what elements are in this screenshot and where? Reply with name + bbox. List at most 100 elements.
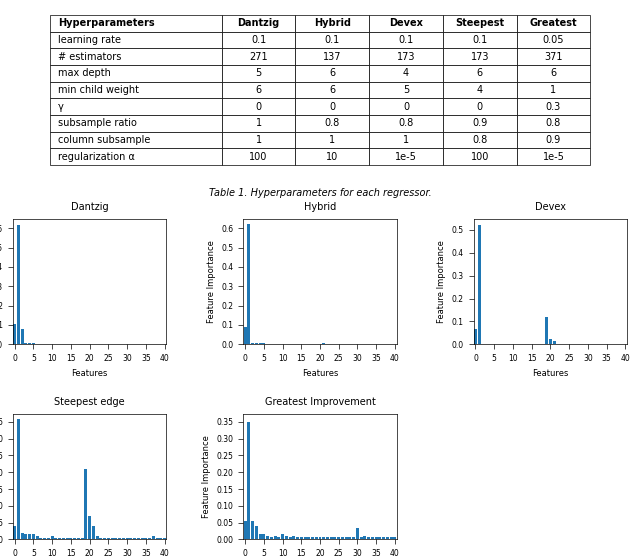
- Bar: [20, 533, 24, 539]
- Bar: [244, 521, 246, 539]
- Bar: [81, 538, 84, 539]
- Bar: [163, 538, 166, 539]
- Bar: [24, 534, 28, 539]
- Bar: [69, 538, 72, 539]
- Bar: [382, 537, 385, 539]
- Bar: [125, 538, 129, 539]
- Bar: [364, 536, 367, 539]
- Bar: [255, 526, 258, 539]
- Bar: [378, 537, 381, 539]
- Bar: [20, 329, 24, 344]
- X-axis label: Features: Features: [302, 369, 338, 378]
- Bar: [352, 537, 355, 539]
- Bar: [247, 422, 250, 539]
- Title: Hybrid: Hybrid: [304, 202, 336, 212]
- Title: Greatest Improvement: Greatest Improvement: [264, 397, 376, 407]
- Bar: [54, 538, 58, 539]
- Bar: [326, 537, 329, 539]
- Bar: [47, 538, 50, 539]
- Bar: [292, 536, 295, 539]
- Bar: [477, 225, 481, 344]
- Bar: [148, 538, 151, 539]
- Bar: [152, 536, 155, 539]
- Bar: [13, 526, 16, 539]
- Bar: [311, 537, 314, 539]
- Bar: [270, 537, 273, 539]
- Y-axis label: Feature Importance: Feature Importance: [437, 240, 446, 323]
- Bar: [77, 538, 80, 539]
- Bar: [553, 341, 556, 344]
- Bar: [474, 330, 477, 344]
- Bar: [92, 526, 95, 539]
- Y-axis label: Feature Importance: Feature Importance: [202, 435, 211, 518]
- Bar: [390, 537, 393, 539]
- Bar: [360, 537, 363, 539]
- Y-axis label: Feature Importance: Feature Importance: [207, 240, 216, 323]
- X-axis label: Features: Features: [532, 369, 568, 378]
- Bar: [259, 534, 262, 539]
- Bar: [333, 537, 337, 539]
- Bar: [277, 537, 280, 539]
- Bar: [266, 536, 269, 539]
- Bar: [303, 537, 307, 539]
- Bar: [141, 538, 143, 539]
- Bar: [285, 536, 288, 539]
- Bar: [262, 534, 266, 539]
- Bar: [296, 537, 299, 539]
- Bar: [103, 538, 106, 539]
- Bar: [73, 538, 76, 539]
- Bar: [107, 538, 110, 539]
- Bar: [118, 538, 121, 539]
- Bar: [58, 538, 61, 539]
- Bar: [99, 538, 102, 539]
- Bar: [159, 538, 163, 539]
- Bar: [330, 537, 333, 539]
- Bar: [115, 538, 117, 539]
- Bar: [95, 536, 99, 539]
- Title: Steepest edge: Steepest edge: [54, 397, 125, 407]
- Title: Devex: Devex: [535, 202, 566, 212]
- Bar: [111, 538, 113, 539]
- Bar: [247, 225, 250, 344]
- Bar: [386, 537, 389, 539]
- Text: Table 1. Hyperparameters for each regressor.: Table 1. Hyperparameters for each regres…: [209, 188, 431, 198]
- Bar: [51, 536, 54, 539]
- Title: Dantzig: Dantzig: [71, 202, 108, 212]
- Bar: [40, 538, 42, 539]
- Bar: [129, 538, 132, 539]
- Bar: [307, 537, 310, 539]
- Bar: [66, 538, 68, 539]
- Bar: [281, 534, 284, 539]
- X-axis label: Features: Features: [72, 369, 108, 378]
- Bar: [13, 324, 16, 344]
- Bar: [144, 538, 147, 539]
- Bar: [43, 538, 46, 539]
- Bar: [356, 528, 359, 539]
- Bar: [348, 537, 351, 539]
- Bar: [17, 225, 20, 344]
- Bar: [289, 537, 292, 539]
- Bar: [17, 419, 20, 539]
- Bar: [374, 537, 378, 539]
- Bar: [28, 534, 31, 539]
- Bar: [319, 537, 321, 539]
- Bar: [367, 537, 370, 539]
- Bar: [341, 537, 344, 539]
- Bar: [345, 537, 348, 539]
- Bar: [549, 339, 552, 344]
- Bar: [36, 536, 38, 539]
- Bar: [62, 538, 65, 539]
- Bar: [251, 521, 254, 539]
- Bar: [315, 537, 317, 539]
- Bar: [84, 469, 87, 539]
- Bar: [133, 538, 136, 539]
- Bar: [156, 538, 159, 539]
- Bar: [323, 537, 325, 539]
- Bar: [300, 537, 303, 539]
- Bar: [32, 534, 35, 539]
- Bar: [337, 537, 340, 539]
- Bar: [545, 317, 548, 344]
- Bar: [137, 538, 140, 539]
- Bar: [122, 538, 125, 539]
- Bar: [371, 537, 374, 539]
